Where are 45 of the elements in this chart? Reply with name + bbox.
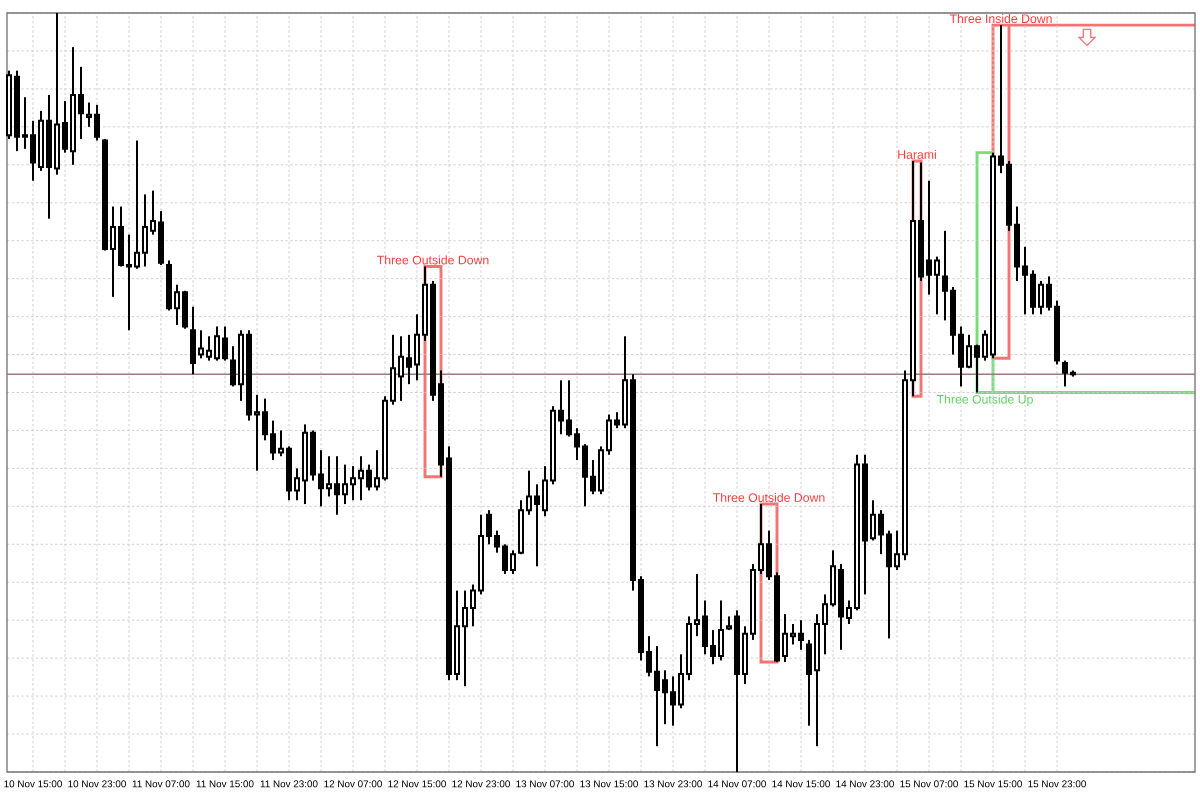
candlestick	[214, 325, 221, 362]
candlestick	[966, 333, 973, 370]
candlestick	[534, 483, 540, 568]
candlestick	[190, 305, 196, 376]
candlestick	[326, 455, 333, 498]
candlestick	[270, 419, 277, 462]
candlestick	[670, 675, 677, 727]
candlestick	[158, 210, 164, 266]
candlestick	[118, 205, 124, 268]
candlestick	[662, 669, 669, 726]
candlestick	[1038, 279, 1045, 316]
candlestick	[366, 463, 372, 492]
candlestick	[502, 543, 509, 575]
candlestick	[350, 465, 356, 502]
candlestick	[126, 233, 132, 332]
candlestick	[182, 289, 188, 330]
candlestick	[718, 599, 725, 662]
candlestick	[462, 589, 468, 688]
candlestick	[166, 259, 172, 312]
candlestick	[30, 119, 36, 182]
candlestick	[926, 179, 933, 296]
candlestick	[334, 455, 341, 516]
candlestick	[406, 333, 412, 386]
candlestick	[286, 445, 292, 502]
candlestick	[142, 193, 148, 268]
candlestick	[38, 109, 44, 172]
candlestick	[198, 329, 204, 360]
candlestick	[398, 335, 404, 402]
candlestick	[1062, 359, 1069, 388]
candlestick	[702, 599, 708, 656]
candlestick	[798, 619, 805, 651]
candlestick	[654, 645, 660, 748]
candlestick	[1030, 269, 1037, 316]
candlestick	[310, 429, 316, 482]
candlestick	[302, 423, 308, 506]
candlestick	[342, 463, 348, 506]
candlestick	[94, 103, 101, 142]
candlestick	[46, 93, 52, 220]
candlestick	[358, 455, 364, 502]
candlestick	[222, 325, 228, 362]
candlestick	[54, 12, 60, 176]
candlestick	[206, 335, 213, 362]
candlestick	[134, 139, 140, 270]
candlestick	[838, 563, 845, 651]
candlestick	[934, 255, 941, 316]
